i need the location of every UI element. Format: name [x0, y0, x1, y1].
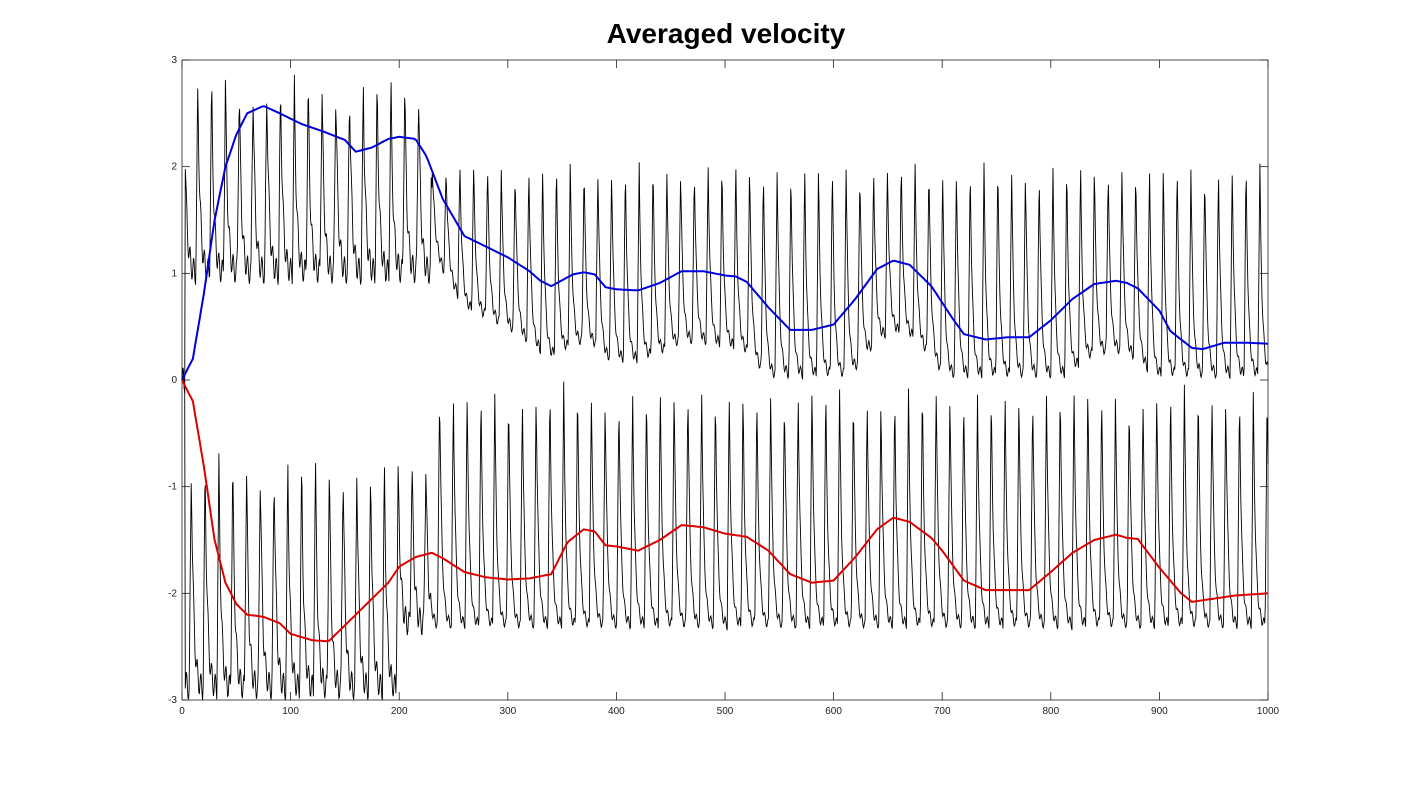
x-tick-label: 1000	[1257, 706, 1280, 717]
x-tick-label: 0	[179, 706, 185, 717]
y-tick-label: 3	[171, 55, 177, 66]
y-tick-label: 0	[171, 375, 177, 386]
series-line-1	[181, 379, 1269, 643]
axes: 0 100 200 300 400 500 600 700 800 900 1000 -3 -2 -1 0 1…	[168, 55, 1279, 717]
x-tick-label: 200	[391, 706, 408, 717]
y-tick-label: 1	[171, 268, 177, 279]
raw-lower-signal	[181, 367, 1269, 701]
raw-signal-group	[181, 74, 1269, 701]
x-tick-label: 300	[499, 706, 516, 717]
x-tick-label: 400	[608, 706, 625, 717]
x-tick-label: 100	[282, 706, 299, 717]
raw-upper-signal	[181, 74, 1269, 393]
chart-title: Averaged velocity	[607, 18, 846, 49]
smoothed-series-group	[181, 105, 1269, 643]
y-tick-label: -2	[168, 588, 177, 599]
y-tick-label: -1	[168, 482, 177, 493]
x-tick-label: 600	[825, 706, 842, 717]
x-tick-label: 900	[1151, 706, 1168, 717]
y-tick-label: 2	[171, 162, 177, 173]
y-tick-label: -3	[168, 695, 177, 706]
x-tick-label: 500	[717, 706, 734, 717]
x-tick-label: 700	[934, 706, 951, 717]
x-tick-label: 800	[1042, 706, 1059, 717]
series-line-0	[181, 105, 1269, 381]
